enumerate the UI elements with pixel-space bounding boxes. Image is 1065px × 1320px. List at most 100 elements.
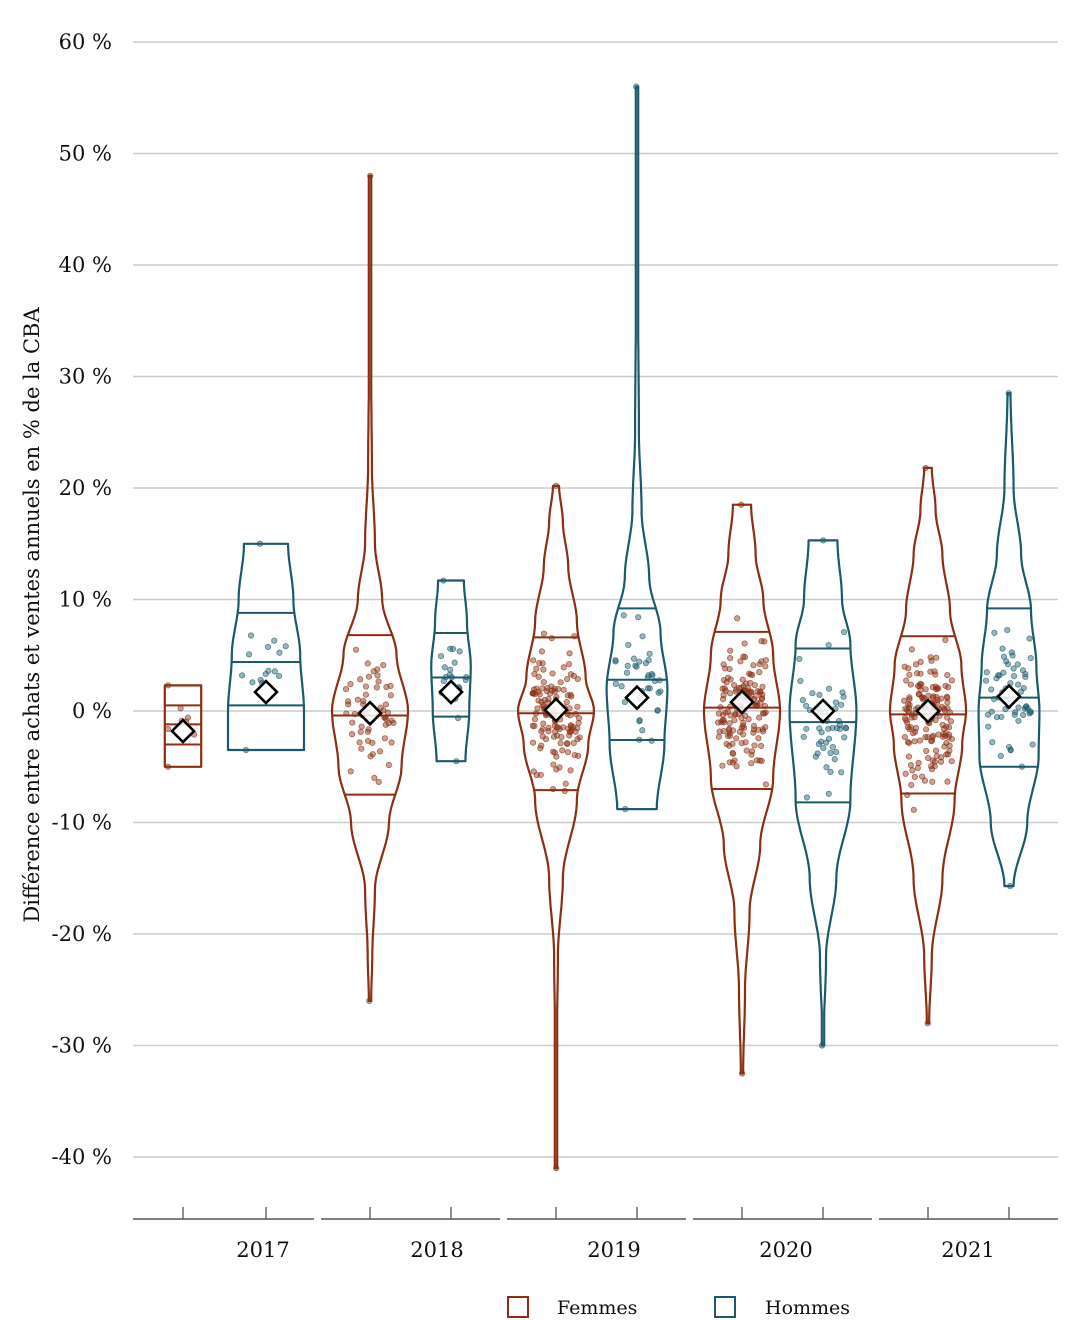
data-point	[991, 695, 998, 703]
data-point	[948, 677, 956, 684]
data-point	[639, 633, 646, 640]
data-point	[933, 752, 940, 760]
data-point	[746, 689, 753, 696]
data-point	[538, 648, 546, 655]
data-point	[1010, 672, 1018, 680]
data-point	[550, 733, 558, 740]
data-point	[557, 740, 564, 747]
data-point	[447, 666, 454, 673]
violin-femmes-2021	[888, 464, 968, 1027]
data-point	[726, 732, 734, 739]
data-point	[448, 674, 455, 681]
data-point	[758, 638, 765, 645]
data-point	[387, 692, 394, 699]
data-point	[982, 677, 990, 684]
data-point	[535, 697, 542, 704]
data-point	[750, 662, 757, 669]
data-point	[745, 716, 752, 723]
data-point	[739, 1070, 746, 1077]
data-point	[931, 762, 938, 770]
data-point	[530, 768, 537, 775]
data-point	[733, 735, 740, 742]
data-point	[462, 676, 469, 683]
data-point	[823, 764, 830, 771]
violin-outline	[702, 503, 782, 1075]
data-point	[1018, 763, 1026, 770]
data-point	[907, 762, 915, 769]
data-point	[656, 677, 663, 684]
data-point	[360, 697, 367, 705]
data-point	[1010, 665, 1017, 672]
data-point	[910, 806, 917, 813]
data-point	[358, 723, 365, 730]
data-point	[375, 678, 382, 685]
data-point	[915, 759, 922, 767]
data-point	[818, 1042, 826, 1049]
mean-marker	[543, 697, 569, 723]
data-point	[942, 682, 949, 689]
data-point	[928, 738, 935, 745]
data-point	[164, 725, 172, 733]
data-point	[988, 686, 995, 693]
data-point	[941, 743, 948, 750]
data-point	[1000, 669, 1007, 676]
data-point	[559, 747, 566, 754]
data-point	[924, 754, 932, 762]
data-point	[165, 682, 172, 689]
data-point	[571, 633, 578, 640]
data-point	[271, 668, 278, 675]
data-point	[759, 683, 766, 690]
data-point	[345, 701, 352, 708]
data-point	[618, 683, 625, 690]
legend-label-femmes: Femmes	[557, 1297, 637, 1319]
data-point	[932, 683, 939, 690]
data-point	[940, 730, 947, 738]
data-point	[838, 701, 845, 708]
x-tick-label: 2019	[587, 1238, 640, 1262]
data-point	[740, 682, 747, 690]
data-point	[636, 736, 643, 743]
data-point	[648, 670, 655, 678]
data-point	[818, 738, 825, 745]
data-point	[342, 685, 350, 693]
mean-marker	[915, 698, 941, 724]
data-point	[803, 702, 810, 709]
data-point	[381, 735, 389, 742]
data-point	[343, 710, 350, 717]
data-point	[751, 742, 758, 749]
data-point	[924, 733, 931, 741]
data-point	[553, 732, 561, 739]
data-point	[839, 689, 846, 696]
data-point	[1011, 711, 1018, 718]
data-point	[927, 654, 934, 661]
data-point	[929, 778, 936, 785]
x-tick-label: 2020	[759, 1238, 812, 1262]
data-point	[621, 699, 629, 706]
x-axis: 2017 2018 2019 2020 2021	[133, 1207, 1058, 1262]
data-point	[991, 629, 998, 636]
data-point	[364, 660, 371, 667]
data-point	[930, 732, 937, 739]
data-point	[545, 728, 552, 735]
mean-marker	[357, 700, 383, 727]
data-point	[536, 691, 543, 698]
data-point	[908, 781, 915, 789]
data-point	[357, 676, 364, 683]
data-point	[936, 712, 943, 719]
violin-hommes-2017	[226, 540, 306, 754]
data-point	[750, 722, 757, 730]
data-point	[539, 733, 546, 740]
data-point	[905, 665, 912, 672]
violin-hommes-2021	[977, 390, 1041, 890]
data-point	[538, 698, 545, 705]
data-point	[553, 766, 560, 773]
data-point	[937, 758, 945, 765]
legend-swatch-hommes	[714, 1296, 736, 1318]
data-point	[387, 682, 394, 690]
data-point	[639, 727, 646, 734]
data-point	[572, 711, 579, 718]
data-point	[749, 748, 756, 755]
data-point	[944, 778, 951, 785]
data-point	[574, 675, 581, 683]
violin-outline	[517, 484, 595, 1170]
